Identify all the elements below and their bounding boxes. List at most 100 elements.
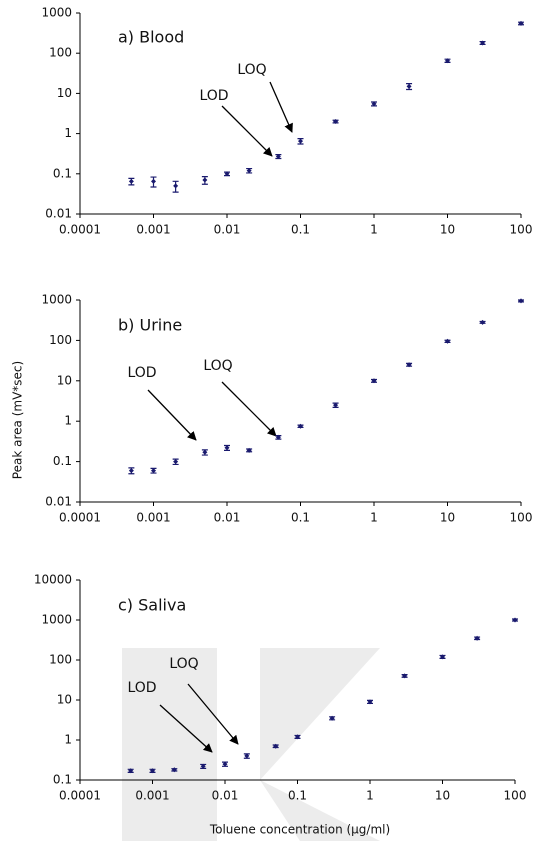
watermark	[122, 648, 380, 841]
y-tick-label: 1000	[41, 613, 72, 627]
x-tick-label: 10	[440, 511, 455, 525]
annotation: LOD	[127, 365, 156, 381]
y-tick-label: 1000	[41, 6, 72, 20]
data-point	[246, 447, 252, 453]
y-tick-label: 100	[49, 46, 72, 60]
data-point	[173, 459, 179, 465]
x-tick-label: 0.1	[288, 789, 307, 803]
x-tick-label: 1	[370, 223, 378, 237]
data-point	[474, 635, 480, 641]
annotation-arrow	[221, 105, 273, 157]
y-tick-label: 0.01	[45, 495, 72, 509]
x-tick-label: 1	[370, 511, 378, 525]
panel-title: c) Saliva	[118, 596, 186, 615]
x-tick-label: 0.1	[291, 223, 310, 237]
panel: 0.01 0.1 1 10 100 1000 0.0001 0.001 0.01 0.1 1 10 10…	[41, 6, 532, 237]
x-tick-label: 0.001	[136, 223, 170, 237]
x-tick-label: 0.001	[135, 789, 169, 803]
data-point	[480, 319, 486, 325]
data-point	[329, 715, 335, 721]
data-point	[222, 761, 228, 767]
y-tick-label: 10	[57, 373, 72, 387]
data-point	[224, 445, 230, 451]
annotation-arrow	[147, 389, 197, 441]
y-tick-label: 100	[49, 653, 72, 667]
data-point	[275, 153, 281, 159]
data-point	[295, 734, 300, 740]
data-point	[406, 362, 412, 368]
data-point	[173, 183, 179, 189]
annotation: LOD	[199, 88, 228, 104]
data-point	[480, 40, 486, 46]
x-tick-label: 10	[435, 789, 450, 803]
y-tick-label: 10000	[34, 573, 72, 587]
data-point	[128, 468, 134, 474]
y-tick-label: 0.1	[53, 773, 72, 787]
data-point	[440, 654, 445, 660]
data-point	[202, 177, 208, 183]
data-point	[151, 178, 156, 184]
data-point	[200, 763, 206, 769]
watermark-shape	[260, 648, 380, 780]
x-tick-label: 1	[366, 789, 374, 803]
data-point	[333, 402, 339, 408]
data-point	[202, 449, 208, 455]
x-tick-label: 100	[510, 511, 533, 525]
data-point	[445, 58, 450, 64]
data-point	[298, 423, 303, 429]
annotation: LOQ	[169, 656, 198, 672]
panel-title: b) Urine	[118, 316, 182, 335]
panel-title: a) Blood	[118, 28, 184, 47]
y-tick-label: 1	[64, 414, 72, 428]
data-point	[371, 378, 377, 384]
y-tick-label: 1	[64, 126, 72, 140]
data-point	[275, 434, 281, 440]
data-point	[402, 673, 408, 679]
x-axis-label: Toluene concentration (µg/ml)	[209, 823, 390, 837]
x-tick-label: 0.01	[212, 789, 239, 803]
data-point	[518, 20, 524, 26]
data-point	[151, 468, 156, 474]
x-tick-label: 0.0001	[59, 223, 101, 237]
x-tick-label: 0.1	[291, 511, 310, 525]
y-tick-label: 0.1	[53, 166, 72, 180]
data-point	[371, 101, 377, 107]
y-tick-label: 10	[57, 693, 72, 707]
data-point	[518, 298, 524, 304]
watermark-shape	[122, 648, 217, 841]
x-tick-label: 0.0001	[59, 511, 101, 525]
annotation-arrow	[269, 81, 293, 133]
data-point	[171, 767, 177, 773]
y-tick-label: 0.1	[53, 454, 72, 468]
data-point	[445, 338, 450, 344]
x-tick-label: 10	[440, 223, 455, 237]
data-point	[333, 118, 339, 124]
y-tick-label: 0.01	[45, 207, 72, 221]
panel: 0.01 0.1 1 10 100 1000 0.0001 0.001 0.01 0.1 1 10 10…	[11, 293, 533, 525]
annotation-arrow	[221, 381, 277, 437]
data-point	[128, 178, 134, 184]
x-tick-label: 0.01	[214, 223, 241, 237]
annotation-arrow	[159, 704, 213, 753]
x-tick-label: 0.0001	[59, 789, 101, 803]
data-point	[298, 138, 303, 144]
y-tick-label: 100	[49, 333, 72, 347]
data-point	[150, 768, 155, 774]
y-tick-label: 10	[57, 86, 72, 100]
data-point	[512, 617, 518, 623]
annotation: LOD	[127, 680, 156, 696]
data-point	[246, 168, 252, 174]
data-point	[128, 768, 134, 774]
annotation-arrow	[187, 683, 239, 745]
watermark-shape	[260, 780, 380, 841]
data-point	[273, 743, 279, 749]
data-point	[244, 753, 250, 759]
panel: 0.1 1 10 100 1000 10000 0.0001 0.001 0.01 0.1 1 10 1…	[34, 573, 527, 837]
annotation: LOQ	[203, 358, 232, 374]
x-tick-label: 0.001	[136, 511, 170, 525]
x-tick-label: 100	[504, 789, 527, 803]
annotation: LOQ	[237, 62, 266, 78]
y-axis-label: Peak area (mV*sec)	[11, 361, 25, 479]
x-tick-label: 0.01	[214, 511, 241, 525]
